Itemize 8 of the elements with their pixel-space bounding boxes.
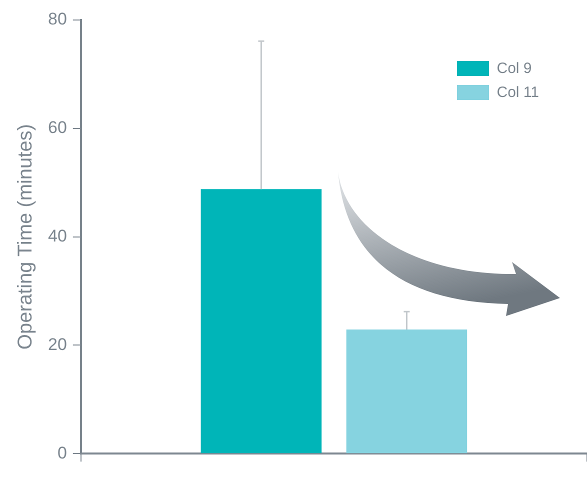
y-tick-label: 80 xyxy=(48,10,67,29)
y-tick-label: 40 xyxy=(48,226,67,246)
y-tick-label: 60 xyxy=(48,118,67,138)
y-tick-label: 0 xyxy=(57,443,67,462)
legend-label: Col 9 xyxy=(496,60,532,76)
y-axis-title: Operating Time (minutes) xyxy=(14,124,37,350)
y-tick-label: 20 xyxy=(48,334,67,354)
legend-label: Col 11 xyxy=(496,84,539,100)
